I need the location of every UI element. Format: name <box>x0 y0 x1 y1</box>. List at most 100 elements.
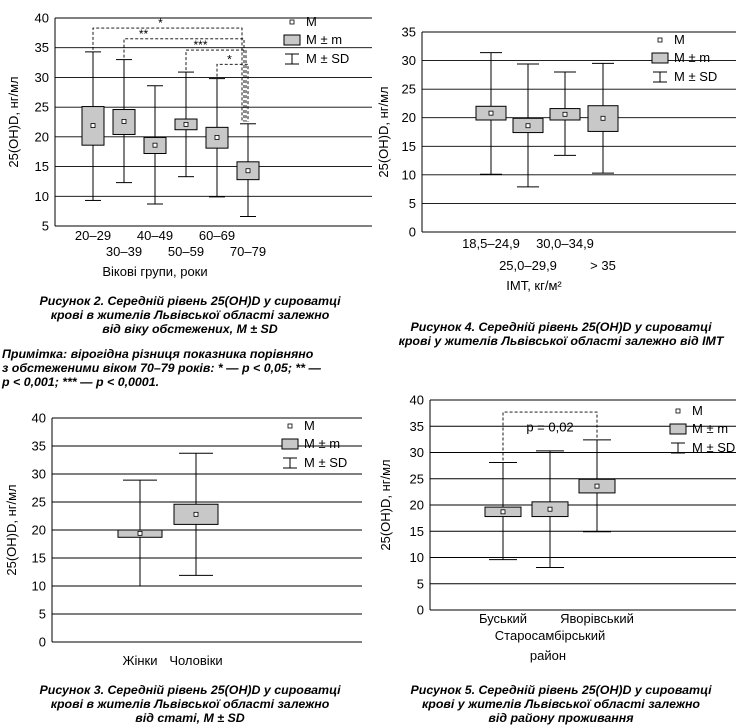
mean-point <box>193 511 199 517</box>
mean-point <box>500 509 506 515</box>
mean-point <box>547 506 553 512</box>
y-tick-label: 0 <box>417 603 424 618</box>
mean-point <box>488 110 494 116</box>
legend-sd-label: M ± SD <box>674 69 717 84</box>
mean-point <box>152 142 158 148</box>
fig3-caption: Рисунок 3. Середній рівень 25(OH)D у сир… <box>2 683 378 725</box>
fig2-chart: 5 10 15 20 25 30 35 40 25(OH)D, нг/мл 20–2930–394… <box>6 11 372 279</box>
legend-mean-swatch <box>657 37 663 43</box>
legend-se-label: M ± m <box>692 421 728 436</box>
legend-mean-swatch <box>287 423 293 429</box>
fig3-chart: 0 5 10 15 20 25 30 35 40 25(OH)D, нг/мл Жінки Чолов… <box>4 411 362 668</box>
y-axis-title: 25(OH)D, нг/мл <box>4 484 19 575</box>
x-tick-label: 40–49 <box>137 228 173 243</box>
legend-mean-label: M <box>306 14 317 29</box>
x-tick-label: Буський <box>479 611 527 626</box>
fig5-caption-line: Рисунок 5. Середній рівень 25(OH)D у сир… <box>410 683 712 697</box>
mean-point <box>562 111 568 117</box>
mean-point <box>90 123 96 128</box>
y-tick-label: 35 <box>32 439 46 454</box>
x-tick-label: Жінки <box>122 653 157 668</box>
significance-bracket <box>185 49 247 122</box>
y-tick-label: 5 <box>409 196 416 211</box>
legend-sd-label: M ± SD <box>304 455 347 470</box>
y-tick-label: 10 <box>402 167 416 182</box>
fig2-note-line: Примітка: вірогідна різниця показника по… <box>2 347 314 361</box>
x-tick-label: 70–79 <box>230 244 266 259</box>
legend-se-swatch <box>669 423 687 435</box>
legend-mean-label: M <box>304 418 315 433</box>
legend-sd-label: M ± SD <box>692 440 735 455</box>
y-tick-label: 20 <box>32 523 46 538</box>
y-tick-label: 25 <box>402 82 416 97</box>
fig5-caption: Рисунок 5. Середній рівень 25(OH)D у сир… <box>376 683 746 725</box>
x-tick-label: Яворівський <box>560 611 634 626</box>
y-tick-label: 35 <box>410 419 424 434</box>
significance-bracket <box>502 411 598 461</box>
fig5-chart: 0 5 10 15 20 25 30 35 40 25(OH)D, нг/мл Буський Ста… <box>378 393 736 663</box>
significance-label: *** <box>193 38 207 52</box>
significance-label: * <box>158 16 163 30</box>
fig4-panel: 0 5 10 15 20 25 30 35 25(OH)D, нг/мл 18,5–24,9 25,… <box>374 8 744 304</box>
x-tick-label: 18,5–24,9 <box>462 236 520 251</box>
x-axis-title: район <box>530 648 566 663</box>
y-tick-label: 20 <box>35 129 49 144</box>
significance-label: * <box>227 52 232 66</box>
y-tick-label: 35 <box>402 25 416 40</box>
x-tick-label: 30–39 <box>106 244 142 259</box>
fig5-panel: 0 5 10 15 20 25 30 35 40 25(OH)D, нг/мл Буський Ста… <box>374 380 744 680</box>
y-axis-title: 25(OH)D, нг/мл <box>6 76 21 167</box>
legend-se-swatch <box>651 52 669 64</box>
fig2-note: Примітка: вірогідна різниця показника по… <box>2 347 378 389</box>
mean-point <box>183 121 189 127</box>
fig4-caption-line: крові у жителів Львівської області залеж… <box>398 334 724 348</box>
y-tick-label: 30 <box>32 467 46 482</box>
y-tick-label: 20 <box>402 110 416 125</box>
fig2-caption-line: крові в жителів Львівської області залеж… <box>50 308 330 322</box>
fig4-chart: 0 5 10 15 20 25 30 35 25(OH)D, нг/мл 18,5–24,9 25,… <box>376 25 736 293</box>
legend-mean-label: M <box>674 32 685 47</box>
mean-point <box>121 119 127 124</box>
y-tick-label: 35 <box>35 40 49 55</box>
x-tick-label: 25,0–29,9 <box>499 258 557 273</box>
legend-mean-swatch <box>675 408 681 414</box>
fig3-panel: 0 5 10 15 20 25 30 35 40 25(OH)D, нг/мл Жінки Чолов… <box>0 405 370 685</box>
fig3-caption-line: крові в жителів Львівської області залеж… <box>50 697 330 711</box>
legend-se-swatch <box>283 34 301 46</box>
y-tick-label: 40 <box>32 411 46 426</box>
x-tick-label: 60–69 <box>199 228 235 243</box>
y-tick-label: 0 <box>409 225 416 240</box>
legend-se-label: M ± m <box>674 50 710 65</box>
y-tick-label: 25 <box>35 100 49 115</box>
legend-se-swatch <box>281 438 299 450</box>
y-tick-label: 20 <box>410 498 424 513</box>
fig3-caption-line: від статі, M ± SD <box>135 711 245 725</box>
mean-point <box>600 115 606 121</box>
mean-point <box>137 530 143 536</box>
x-axis-title: Вікові групи, роки <box>102 264 207 279</box>
mean-point <box>594 483 600 489</box>
x-tick-label: > 35 <box>590 258 616 273</box>
significance-bracket <box>216 63 249 122</box>
fig3-caption-line: Рисунок 3. Середній рівень 25(OH)D у сир… <box>39 683 341 697</box>
y-tick-label: 10 <box>35 189 49 204</box>
y-axis-title: 25(OH)D, нг/мл <box>378 459 393 550</box>
legend-se-label: M ± m <box>306 32 342 47</box>
significance-bracket <box>123 38 245 122</box>
fig5-caption-line: від району проживання <box>488 711 634 725</box>
y-tick-label: 10 <box>32 579 46 594</box>
y-tick-label: 15 <box>32 551 46 566</box>
y-tick-label: 5 <box>42 219 49 234</box>
x-tick-label: 30,0–34,9 <box>536 236 594 251</box>
y-tick-label: 5 <box>417 576 424 591</box>
fig4-caption: Рисунок 4. Середній рівень 25(OH)D у сир… <box>376 320 746 348</box>
y-axis-title: 25(OH)D, нг/мл <box>376 86 391 177</box>
y-tick-label: 25 <box>410 471 424 486</box>
legend-mean-swatch <box>289 19 295 25</box>
y-tick-label: 5 <box>39 607 46 622</box>
y-tick-label: 15 <box>35 159 49 174</box>
y-tick-label: 30 <box>35 70 49 85</box>
y-tick-label: 10 <box>410 550 424 565</box>
y-tick-label: 40 <box>410 393 424 408</box>
fig5-caption-line: крові у жителів Львівської області залеж… <box>421 697 701 711</box>
